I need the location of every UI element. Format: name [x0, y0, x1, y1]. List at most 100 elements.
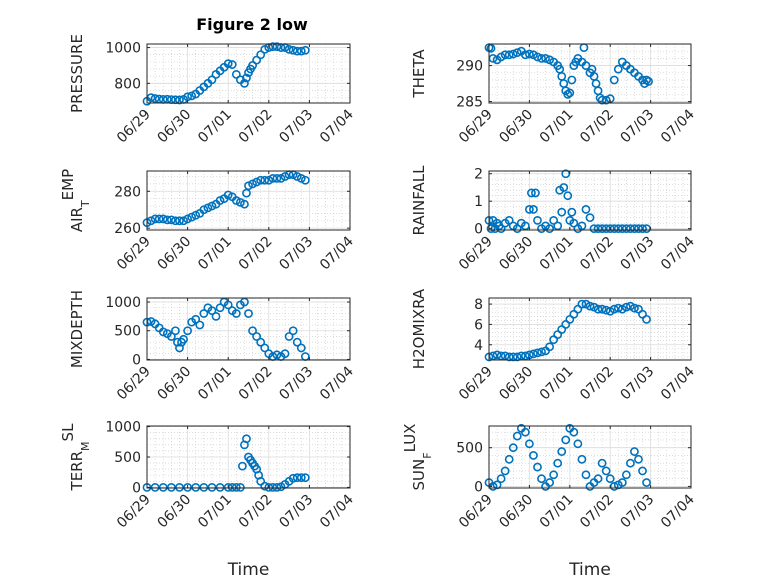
data-point — [272, 173, 282, 183]
data-point — [175, 95, 184, 105]
data-point — [520, 427, 530, 437]
data-point — [605, 224, 615, 234]
data-point — [199, 205, 209, 215]
axes-box — [146, 297, 351, 361]
data-point — [300, 45, 310, 55]
data-point — [203, 203, 213, 213]
data-point — [272, 350, 282, 360]
data-point — [215, 196, 225, 205]
y-tick-label: 0 — [132, 480, 141, 496]
data-point — [559, 183, 569, 192]
data-point — [504, 352, 514, 362]
data-point — [577, 221, 587, 231]
data-point — [207, 482, 217, 492]
data-point — [260, 175, 270, 185]
y-axis-label: THETA — [410, 49, 428, 99]
figure-title: Figure 2 low — [196, 15, 308, 34]
data-point — [171, 326, 180, 336]
data-point — [195, 320, 205, 330]
data-point — [504, 50, 514, 60]
data-point — [557, 447, 567, 456]
y-tick-label: 500 — [114, 450, 141, 466]
data-point — [630, 224, 639, 234]
data-point — [223, 300, 233, 310]
data-point — [569, 218, 579, 228]
data-point — [284, 44, 294, 54]
data-point — [621, 470, 631, 480]
data-point — [630, 303, 639, 313]
data-point — [183, 326, 192, 336]
data-point — [191, 210, 201, 220]
data-point — [533, 215, 542, 225]
data-point — [235, 197, 245, 207]
data-point — [630, 447, 639, 456]
data-point — [642, 478, 651, 487]
axes-box — [488, 170, 692, 231]
data-point — [597, 304, 607, 314]
data-point — [525, 439, 534, 449]
data-point — [520, 221, 530, 231]
data-point — [280, 349, 290, 359]
y-axis-label: H2OMIXRA — [410, 288, 428, 369]
data-point — [179, 334, 188, 344]
data-point — [520, 50, 530, 60]
data-point — [508, 352, 518, 362]
data-point — [500, 50, 510, 60]
data-point — [260, 343, 270, 353]
data-point — [264, 175, 274, 185]
data-point — [593, 224, 603, 234]
data-point — [642, 75, 651, 85]
axes-box — [146, 43, 351, 104]
data-point — [613, 64, 623, 74]
data-point — [227, 60, 237, 69]
data-point — [617, 478, 627, 487]
x-axis-label: Time — [227, 560, 270, 580]
data-point — [512, 224, 522, 234]
data-point — [211, 311, 221, 321]
y-tick-label: 260 — [114, 221, 141, 237]
y-tick-label: 800 — [114, 76, 141, 92]
data-point — [242, 434, 251, 444]
data-point — [525, 205, 534, 214]
data-point — [609, 304, 619, 314]
data-point — [272, 42, 282, 52]
y-tick-label: 8 — [474, 297, 483, 313]
axes-box — [488, 43, 692, 104]
y-tick-label: 1000 — [105, 420, 141, 436]
data-point — [638, 224, 647, 234]
data-point — [288, 45, 298, 55]
data-point — [601, 466, 611, 476]
data-point — [171, 216, 180, 226]
data-point — [183, 214, 192, 224]
data-point — [597, 458, 607, 468]
data-point — [486, 224, 496, 234]
y-tick-label: 500 — [114, 324, 141, 340]
y-axis-label: MIXDEPTH — [68, 290, 86, 368]
data-point — [231, 309, 241, 318]
data-point — [191, 482, 201, 492]
y-axis-label: SUNFLUX — [401, 424, 434, 491]
data-point — [553, 458, 563, 468]
data-point — [512, 431, 522, 441]
data-point — [150, 482, 160, 492]
data-point — [617, 224, 627, 234]
data-point — [553, 221, 563, 231]
data-point — [292, 473, 302, 483]
data-point — [563, 89, 573, 99]
y-axis-label: RAINFALL — [410, 165, 428, 236]
data-point — [292, 172, 302, 181]
y-tick-label: 2 — [474, 167, 483, 183]
data-point — [166, 332, 176, 341]
data-point — [242, 73, 251, 83]
y-tick-label: 1 — [474, 194, 483, 210]
data-point — [150, 214, 160, 224]
y-tick-label: 0 — [474, 222, 483, 238]
data-point — [199, 309, 209, 318]
data-point — [529, 205, 538, 214]
data-point — [183, 482, 192, 492]
y-axis-label: TERRMSL — [59, 423, 92, 492]
data-point — [272, 482, 282, 492]
data-point — [508, 443, 518, 453]
